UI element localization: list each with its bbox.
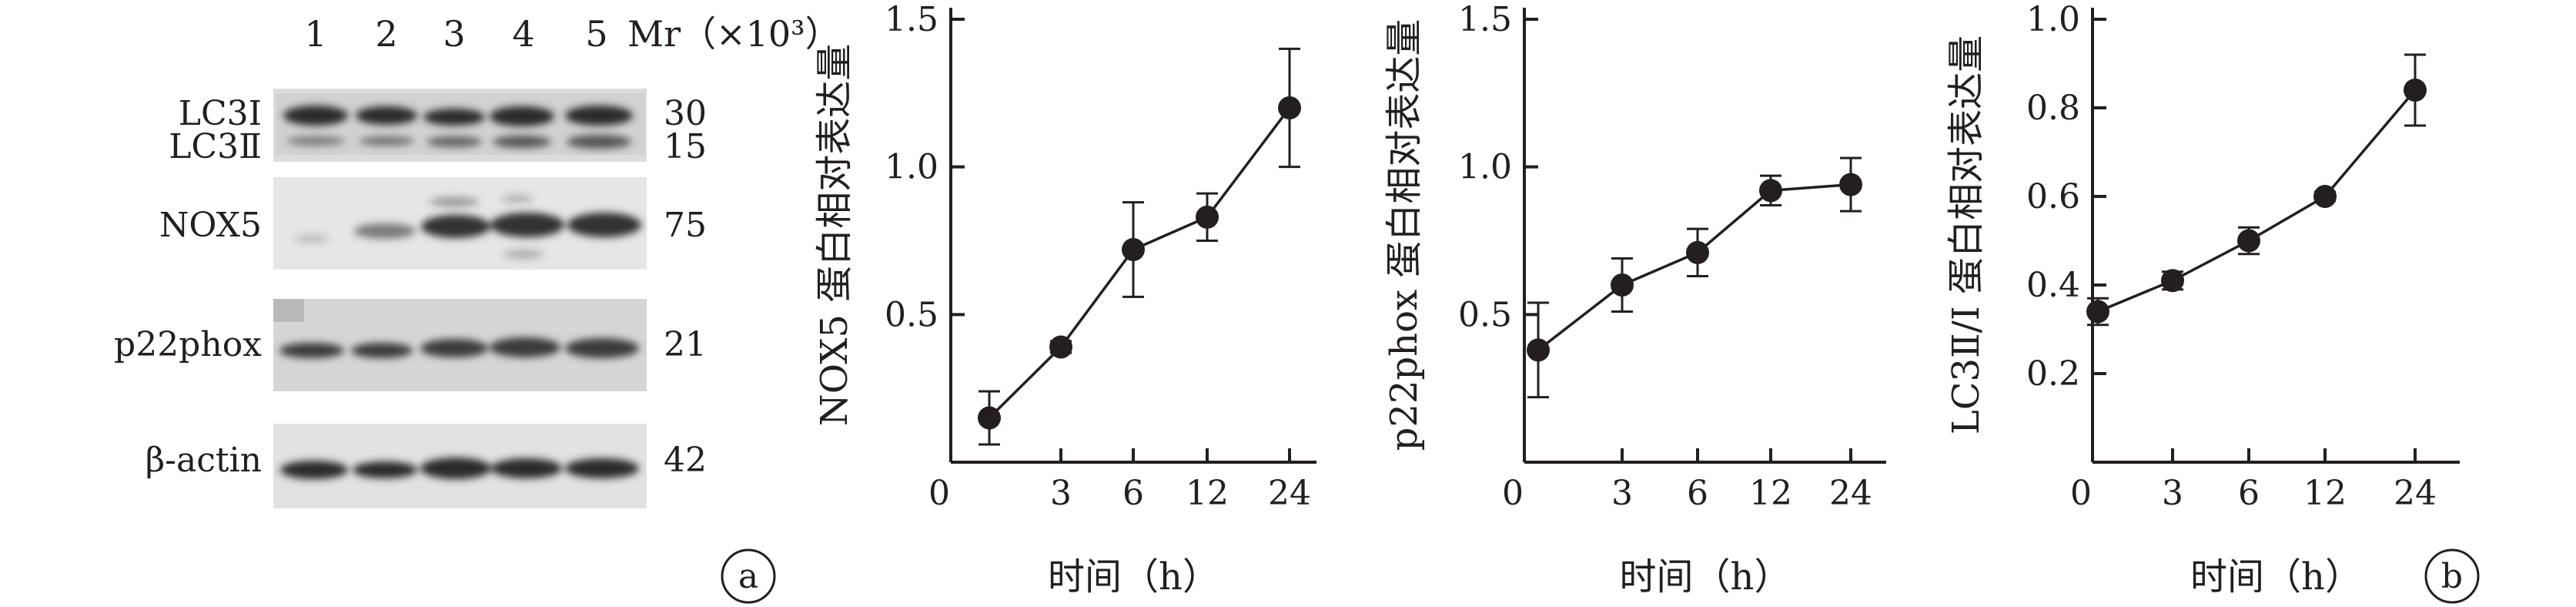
data-point	[2161, 269, 2184, 293]
data-point	[2086, 300, 2109, 324]
data-point	[2404, 79, 2427, 102]
y-tick-label: 0.2	[2026, 354, 2080, 394]
mr-value-lc3-i: 30	[664, 94, 707, 133]
y-tick-label: 1.0	[885, 148, 938, 187]
x-tick-label: 6	[1122, 474, 1144, 513]
blot-strip-beta-actin	[273, 424, 647, 508]
lane-number: 4	[512, 13, 534, 55]
line-chart-3: 0.2 0.4 0.6 0.8 1.0 0 3 6 12 24 LC3Ⅱ/Ⅰ 蛋白相对表达量时间（h…	[1945, 0, 2460, 599]
y-tick-label: 0.4	[2026, 266, 2080, 305]
mr-value-lc3-ii: 15	[664, 127, 707, 166]
mr-value-beta-actin: 42	[664, 441, 707, 480]
y-axis-label: NOX5 蛋白相对表达量	[813, 44, 856, 426]
y-axis-label: LC3Ⅱ/Ⅰ 蛋白相对表达量	[1945, 35, 1988, 434]
x-tick-label: 3	[1611, 474, 1633, 513]
data-point	[1611, 273, 1634, 297]
lane-number: 1	[304, 13, 326, 55]
y-tick-label: 0.6	[2026, 177, 2080, 216]
x-tick-label: 12	[2303, 474, 2347, 513]
x-tick-label: 12	[1186, 474, 1229, 513]
data-point	[978, 406, 1001, 430]
data-point	[1049, 335, 1072, 359]
x-axis-label: 时间（h）	[1620, 555, 1791, 599]
band-label-lc3-i: LC3Ⅰ	[179, 94, 262, 133]
x-tick-label: 24	[2394, 474, 2437, 513]
x-tick-label: 0	[1502, 474, 1524, 513]
band-label-beta-actin: β-actin	[146, 441, 262, 480]
band-label-nox5: NOX5	[159, 206, 262, 245]
y-axis-label: p22phox 蛋白相对表达量	[1383, 19, 1426, 451]
series-line	[1537, 183, 1852, 351]
x-axis-label: 时间（h）	[1048, 555, 1219, 599]
data-point	[1686, 240, 1709, 264]
x-tick-label: 3	[1050, 474, 1072, 513]
panel-a-label-circle	[721, 548, 776, 604]
data-point	[1122, 238, 1145, 261]
mr-header: Mr（×10³）	[627, 13, 841, 55]
x-tick-label: 24	[1829, 474, 1872, 513]
x-tick-label: 24	[1268, 474, 1311, 513]
lane-number: 5	[585, 13, 607, 55]
band-label-p22phox: p22phox	[114, 325, 262, 364]
x-tick-label: 0	[928, 474, 950, 513]
blot-strip-p22phox	[273, 299, 647, 391]
mr-value-p22phox: 21	[664, 325, 707, 364]
x-axis-label: 时间（h）	[2190, 555, 2362, 599]
x-tick-label: 3	[2162, 474, 2183, 513]
y-tick-label: 0.5	[1458, 295, 1512, 334]
y-tick-label: 0.5	[885, 295, 938, 334]
blot-strip-nox5	[273, 177, 647, 270]
data-point	[1839, 173, 1862, 196]
x-tick-label: 12	[1749, 474, 1792, 513]
blot-strip-lc3	[273, 89, 647, 162]
data-point	[2237, 229, 2260, 253]
y-tick-label: 1.0	[1458, 148, 1512, 187]
x-tick-label: 0	[2070, 474, 2092, 513]
data-point	[2313, 185, 2337, 208]
data-point	[1759, 179, 1782, 203]
series-line	[988, 106, 1291, 419]
y-tick-label: 1.5	[885, 0, 938, 39]
band-label-lc3-ii: LC3Ⅱ	[169, 127, 262, 166]
y-tick-label: 0.8	[2026, 89, 2080, 128]
data-point	[1527, 338, 1550, 362]
y-tick-label: 1.5	[1458, 0, 1512, 39]
western-blot-panel: 1 2 3 4 5 Mr（×10³）	[114, 13, 841, 604]
lane-number: 3	[443, 13, 465, 55]
y-tick-label: 1.0	[2026, 0, 2080, 39]
panel-b-label: b	[2441, 557, 2463, 596]
series-line	[2097, 89, 2417, 314]
mr-value-nox5: 75	[664, 206, 707, 245]
x-tick-label: 6	[1687, 474, 1708, 513]
lane-numbers: 1 2 3 4 5	[304, 13, 607, 55]
x-tick-label: 6	[2238, 474, 2260, 513]
data-point	[1278, 96, 1301, 119]
panel-b-label-circle	[2424, 548, 2480, 604]
panel-a-label: a	[738, 557, 758, 596]
lane-number: 2	[375, 13, 397, 55]
data-point	[1196, 205, 1219, 229]
